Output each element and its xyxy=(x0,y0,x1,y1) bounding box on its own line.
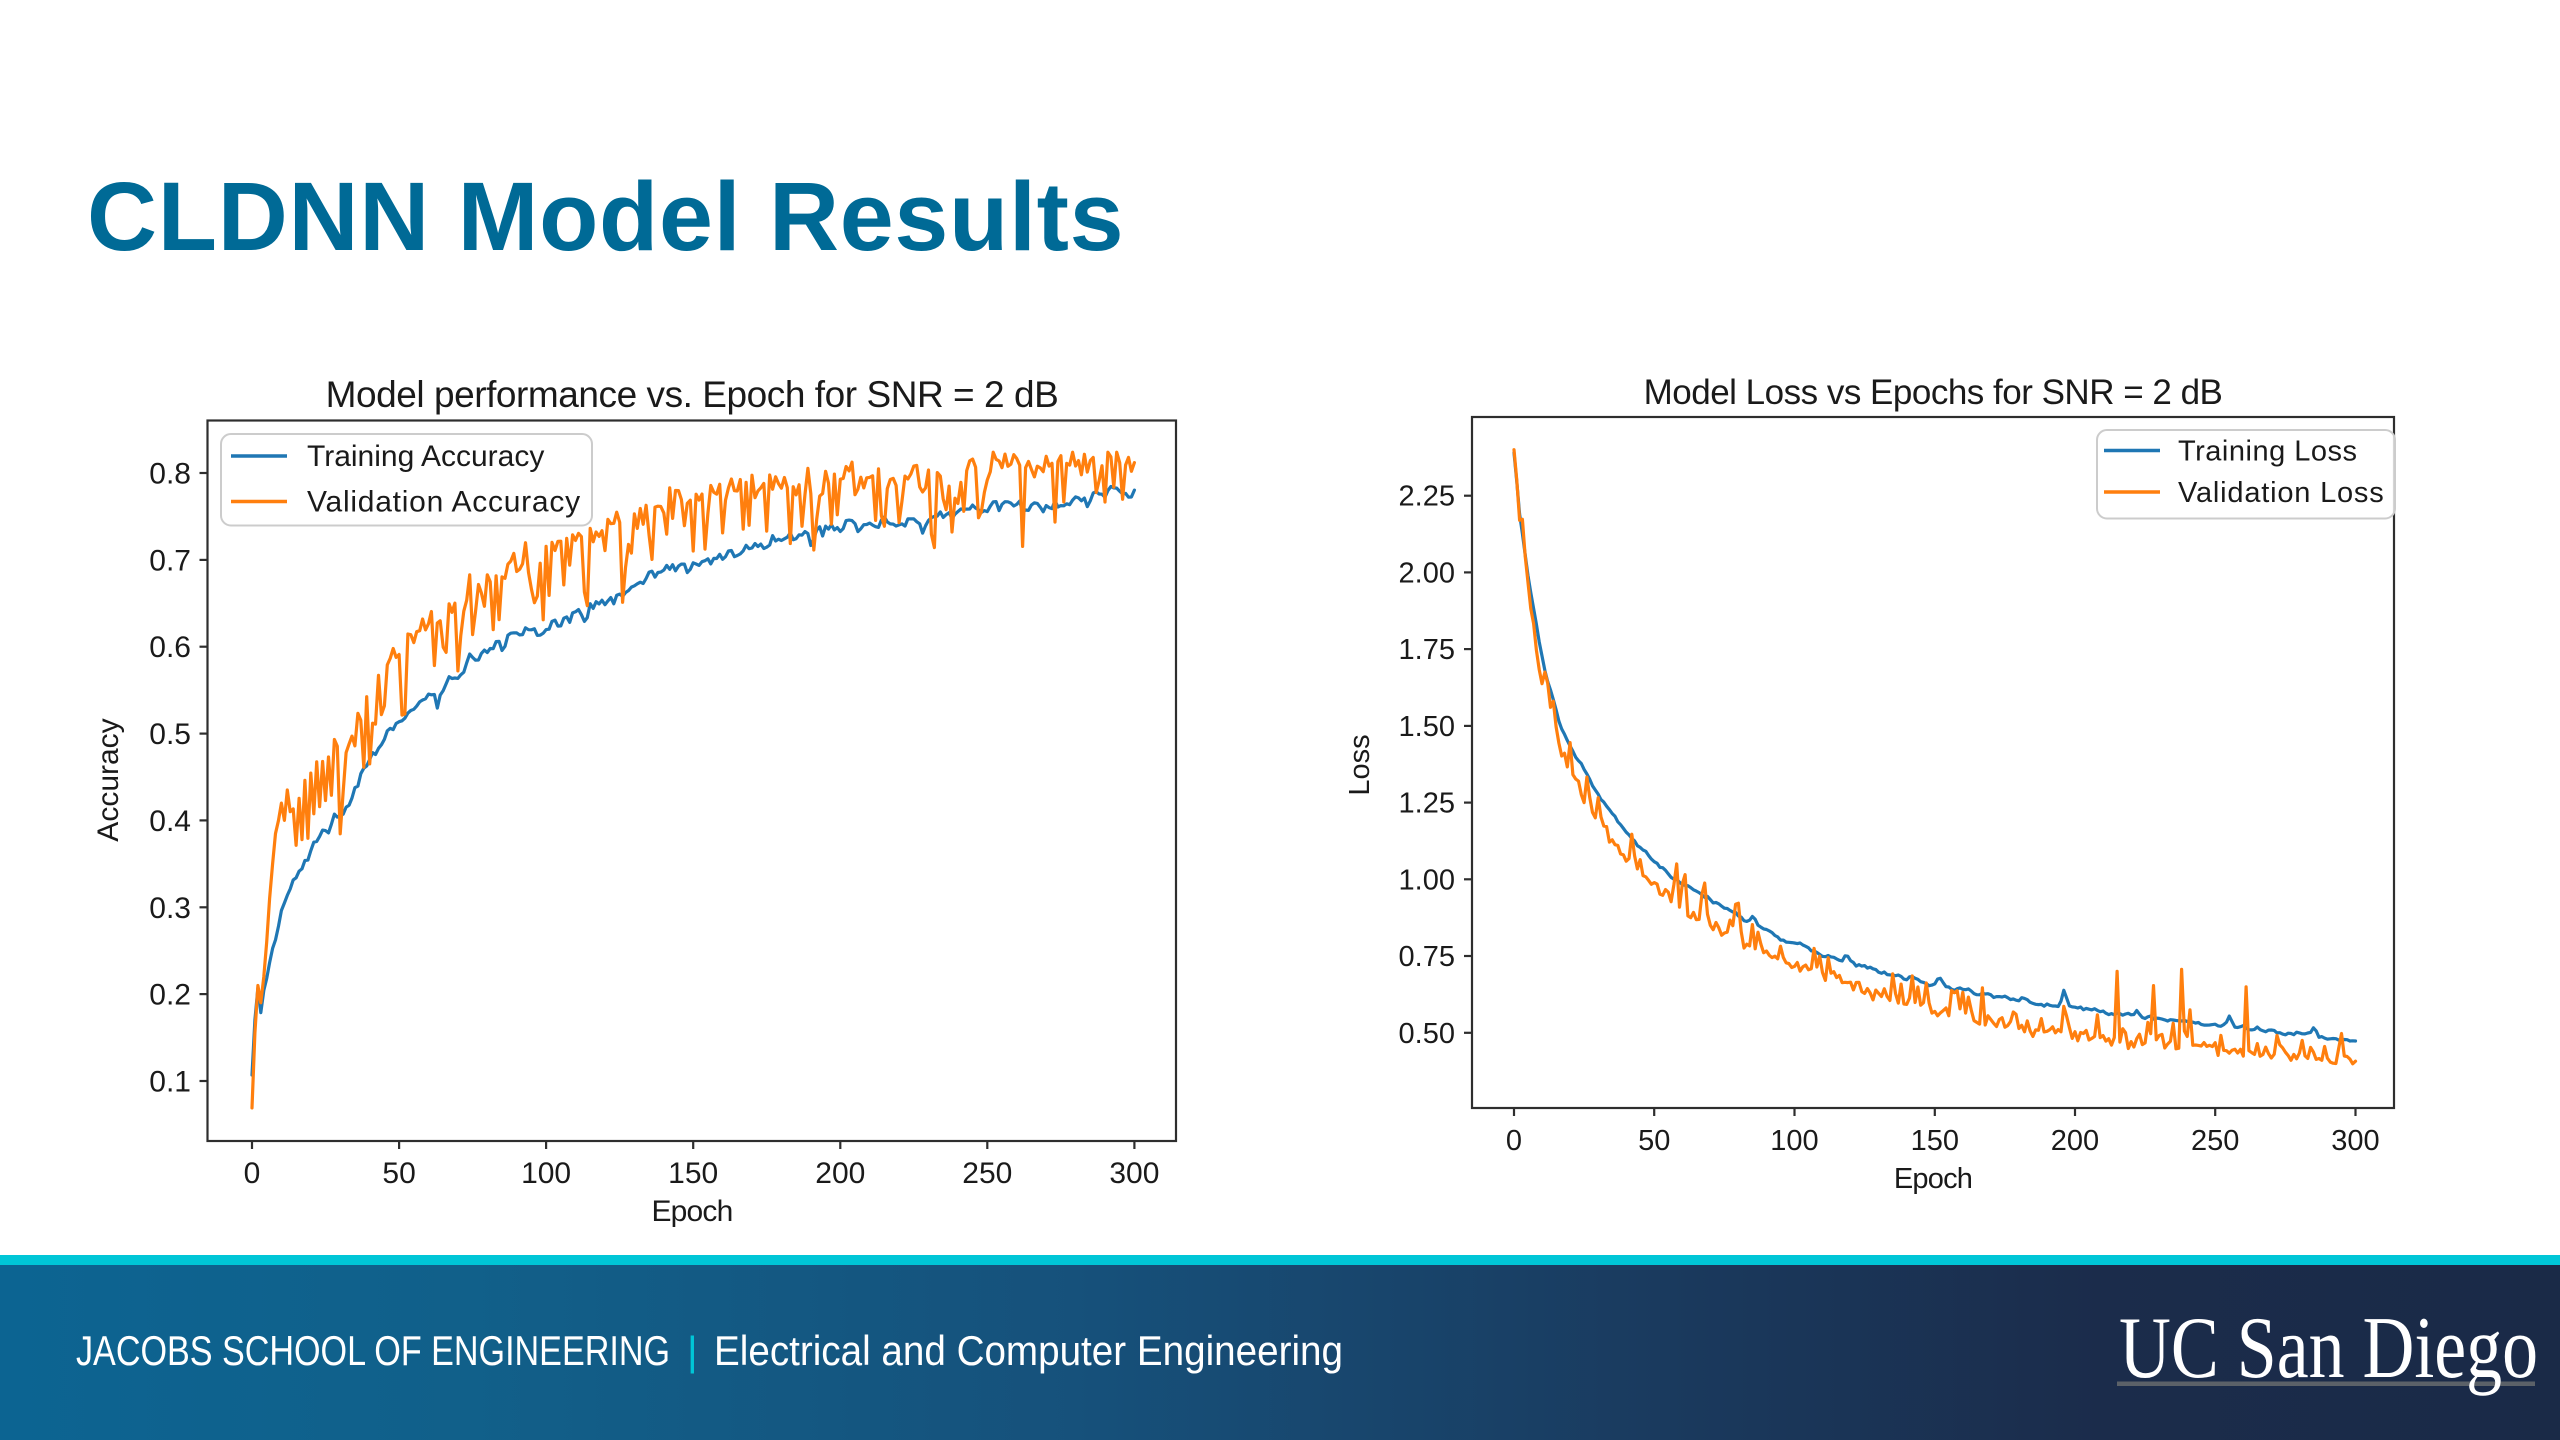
svg-text:Model performance vs. Epoch fo: Model performance vs. Epoch for SNR = 2 … xyxy=(326,374,1059,415)
svg-text:200: 200 xyxy=(2051,1125,2099,1157)
svg-text:0.5: 0.5 xyxy=(149,718,191,751)
svg-text:200: 200 xyxy=(815,1157,865,1190)
svg-text:UC San Diego: UC San Diego xyxy=(2119,1300,2538,1397)
svg-text:0.50: 0.50 xyxy=(1399,1018,1455,1050)
svg-text:250: 250 xyxy=(2191,1125,2239,1157)
svg-text:250: 250 xyxy=(962,1157,1012,1190)
svg-text:150: 150 xyxy=(668,1157,718,1190)
svg-text:Accuracy: Accuracy xyxy=(92,718,125,841)
svg-text:0.4: 0.4 xyxy=(149,805,191,838)
svg-text:Loss: Loss xyxy=(1344,734,1376,795)
svg-text:0.3: 0.3 xyxy=(149,892,191,925)
svg-text:JACOBS SCHOOL OF ENGINEERING: JACOBS SCHOOL OF ENGINEERING xyxy=(76,1327,670,1374)
svg-text:Model Loss vs Epochs for SNR =: Model Loss vs Epochs for SNR = 2 dB xyxy=(1644,373,2223,412)
svg-text:0.7: 0.7 xyxy=(149,544,191,577)
svg-text:300: 300 xyxy=(1109,1157,1159,1190)
svg-text:2.00: 2.00 xyxy=(1399,557,1455,589)
svg-text:Electrical and Computer Engine: Electrical and Computer Engineering xyxy=(714,1327,1343,1374)
svg-text:100: 100 xyxy=(521,1157,571,1190)
svg-text:0.1: 0.1 xyxy=(149,1066,191,1099)
svg-text:Training Loss: Training Loss xyxy=(2178,436,2358,468)
svg-text:300: 300 xyxy=(2331,1125,2379,1157)
svg-text:1.00: 1.00 xyxy=(1399,864,1455,896)
svg-text:Validation Accuracy: Validation Accuracy xyxy=(307,486,581,519)
svg-text:0: 0 xyxy=(244,1157,261,1190)
svg-text:150: 150 xyxy=(1911,1125,1959,1157)
svg-text:100: 100 xyxy=(1770,1125,1818,1157)
svg-text:Validation Loss: Validation Loss xyxy=(2178,477,2385,509)
svg-text:Epoch: Epoch xyxy=(651,1195,732,1228)
svg-text:0.6: 0.6 xyxy=(149,631,191,664)
svg-text:0.2: 0.2 xyxy=(149,979,191,1012)
svg-text:1.75: 1.75 xyxy=(1399,634,1455,666)
svg-text:0: 0 xyxy=(1506,1125,1522,1157)
svg-text:1.25: 1.25 xyxy=(1399,788,1455,820)
svg-text:0.8: 0.8 xyxy=(149,458,191,491)
svg-text:50: 50 xyxy=(1638,1125,1670,1157)
svg-text:Epoch: Epoch xyxy=(1894,1163,1972,1195)
svg-text:2.25: 2.25 xyxy=(1399,481,1455,513)
svg-text:1.50: 1.50 xyxy=(1399,711,1455,743)
svg-text:Training Accuracy: Training Accuracy xyxy=(307,440,544,473)
svg-text:CLDNN Model Results: CLDNN Model Results xyxy=(87,162,1124,271)
svg-text:0.75: 0.75 xyxy=(1399,941,1455,973)
svg-text:|: | xyxy=(687,1328,698,1374)
svg-text:50: 50 xyxy=(382,1157,415,1190)
